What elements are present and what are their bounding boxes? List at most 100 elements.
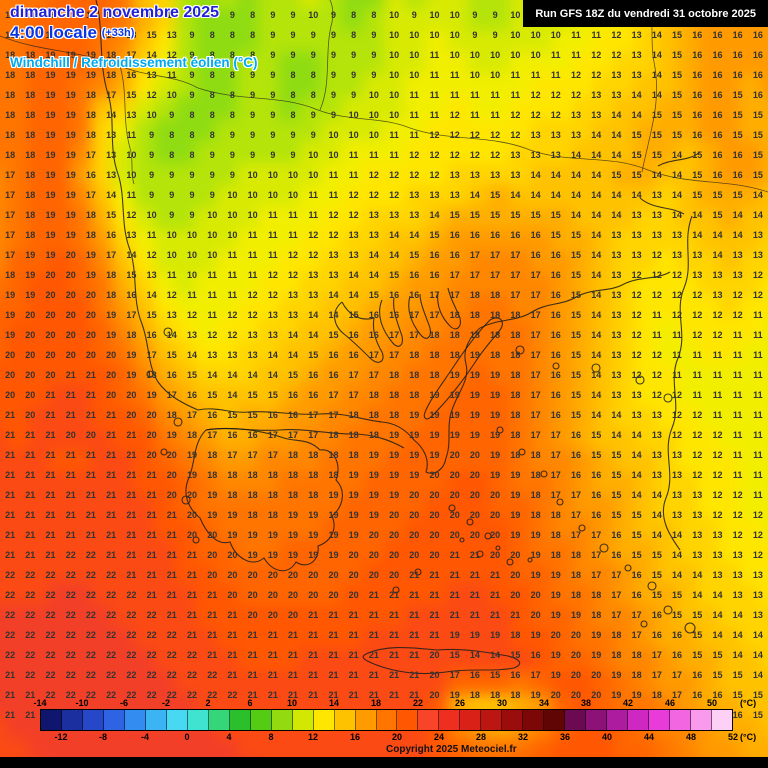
field-cell <box>404 538 426 561</box>
field-cell <box>509 0 531 9</box>
field-cell <box>488 406 510 429</box>
temp-value: 10 <box>308 149 319 160</box>
field-cell <box>132 671 154 694</box>
temp-value: 16 <box>692 669 703 680</box>
temp-value: 16 <box>570 429 581 440</box>
field-cell <box>509 671 531 694</box>
scale-label: 16 <box>349 732 361 742</box>
field-cell <box>656 30 678 53</box>
temp-value: 14 <box>651 49 662 60</box>
field-cell <box>0 538 7 561</box>
temp-value: 16 <box>550 269 561 280</box>
field-cell <box>216 516 238 539</box>
field-cell <box>153 428 175 451</box>
temp-value: 12 <box>550 89 561 100</box>
temp-value: 15 <box>126 89 137 100</box>
temp-value: 12 <box>692 329 703 340</box>
temp-value: 19 <box>308 549 319 560</box>
field-cell <box>761 472 768 495</box>
field-cell <box>111 229 133 252</box>
temp-value: 13 <box>510 169 521 180</box>
temp-value: 17 <box>530 269 541 280</box>
temp-value: 18 <box>469 289 480 300</box>
field-cell <box>635 737 657 760</box>
temp-value: 20 <box>570 689 581 700</box>
field-cell <box>530 361 552 384</box>
field-cell <box>300 52 322 75</box>
field-cell <box>363 560 384 583</box>
temp-value: 21 <box>389 649 400 660</box>
temp-value: 9 <box>229 169 235 180</box>
field-cell <box>677 118 699 141</box>
temp-value: 14 <box>631 89 642 100</box>
temp-value: 9 <box>149 129 155 140</box>
temp-value: 8 <box>229 109 235 120</box>
field-cell <box>48 118 70 141</box>
temp-value: 16 <box>712 89 723 100</box>
temp-value: 22 <box>146 629 157 640</box>
temp-value: 20 <box>308 589 319 600</box>
field-cell <box>300 737 322 760</box>
field-cell <box>27 582 49 606</box>
field-cell <box>551 251 573 274</box>
temp-value: 16 <box>570 449 581 460</box>
temp-value: 15 <box>672 109 683 120</box>
field-cell <box>69 295 91 318</box>
temp-value: 11 <box>551 69 561 80</box>
field-cell <box>572 383 594 407</box>
temp-value: 21 <box>126 449 137 460</box>
temp-value: 18 <box>510 389 521 400</box>
temp-value: 21 <box>85 469 96 480</box>
temp-value: 20 <box>146 409 157 420</box>
field-cell <box>132 118 154 141</box>
field-cell <box>195 560 217 583</box>
field-cell <box>740 162 762 185</box>
temp-value: 16 <box>631 569 642 580</box>
field-cell <box>761 96 768 119</box>
temp-value: 20 <box>409 509 420 520</box>
temp-value: 19 <box>368 509 379 520</box>
temp-value: 22 <box>106 569 117 580</box>
temp-value: 11 <box>308 209 319 220</box>
field-cell <box>279 140 301 163</box>
field-cell <box>698 317 720 340</box>
temp-value: 13 <box>308 269 319 280</box>
temp-value: 17 <box>591 569 602 580</box>
temp-value: 18 <box>490 349 501 360</box>
field-cell <box>153 140 175 163</box>
field-cell <box>698 516 720 539</box>
temp-value: 9 <box>189 29 195 40</box>
field-cell <box>300 472 322 495</box>
temp-value: 20 <box>449 469 460 480</box>
field-cell <box>719 560 741 583</box>
temp-value: 19 <box>85 249 96 260</box>
temp-value: 16 <box>651 609 662 620</box>
field-cell <box>572 184 594 208</box>
island <box>663 605 673 615</box>
field-cell <box>321 251 343 274</box>
field-cell <box>384 30 405 53</box>
island <box>527 557 533 563</box>
field-cell <box>614 118 636 141</box>
temp-value: 13 <box>530 149 541 160</box>
field-cell <box>593 737 615 760</box>
temp-value: 20 <box>591 689 602 700</box>
temp-value: 18 <box>449 309 460 320</box>
temp-value: 8 <box>250 29 256 40</box>
temp-value: 13 <box>126 229 137 240</box>
field-cell <box>551 516 573 539</box>
temp-value: 10 <box>389 69 400 80</box>
field-cell <box>279 737 301 760</box>
temp-value: 17 <box>186 409 197 420</box>
temp-value: 18 <box>267 469 278 480</box>
temp-value: 21 <box>267 689 278 700</box>
temp-value: 10 <box>186 249 197 260</box>
temp-value: 15 <box>752 689 763 700</box>
temp-value: 21 <box>85 449 96 460</box>
field-cell <box>300 74 322 97</box>
temp-value: 17 <box>5 189 16 200</box>
field-cell <box>635 406 657 429</box>
temp-value: 19 <box>490 469 501 480</box>
temp-value: 14 <box>712 589 723 600</box>
field-cell <box>656 406 678 429</box>
